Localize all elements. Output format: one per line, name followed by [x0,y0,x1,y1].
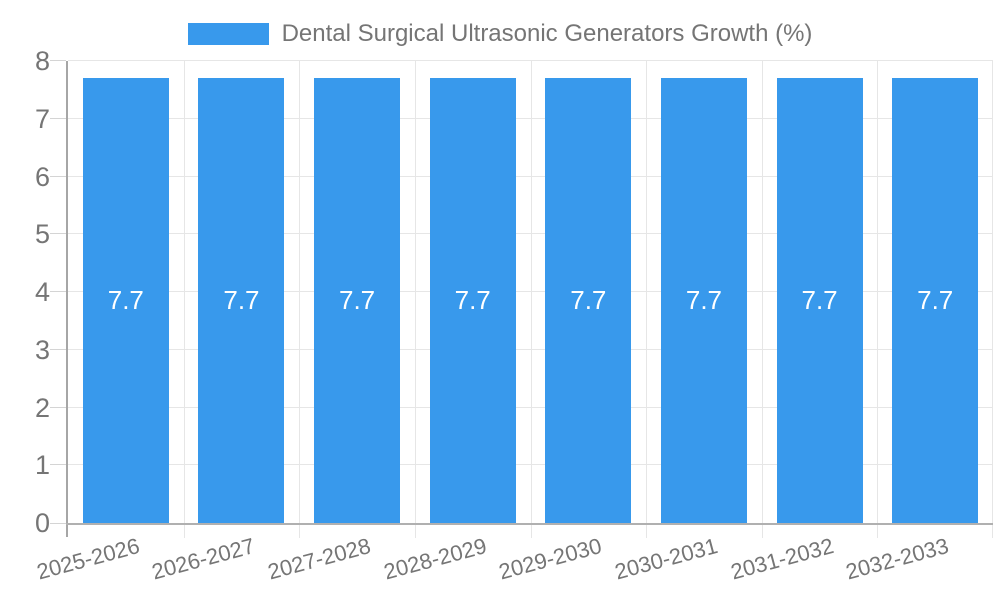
x-axis-tick [877,525,879,538]
y-axis-tick [50,233,66,235]
legend-swatch [187,23,269,45]
horizontal-gridline [68,60,993,61]
vertical-gridline [877,61,879,523]
x-axis-tick [992,525,993,538]
x-axis-tick [530,525,532,538]
bar[interactable]: 7.7 [429,78,516,523]
bar[interactable]: 7.7 [314,78,401,523]
bar-value-label: 7.7 [223,285,260,316]
y-axis-tick-label: 1 [34,450,50,481]
y-axis-tick [50,117,66,119]
bar-value-label: 7.7 [454,285,491,316]
bar[interactable]: 7.7 [545,78,632,523]
bar[interactable]: 7.7 [82,78,169,523]
y-axis-tick-label: 2 [34,392,50,423]
y-axis-tick [50,348,66,350]
vertical-gridline [646,61,648,523]
y-axis-tick [50,523,66,524]
y-axis-tick-label: 6 [34,161,50,192]
y-axis-tick-label: 7 [34,103,50,134]
x-axis-tick [761,525,763,538]
bar-value-label: 7.7 [107,285,144,316]
y-axis-tick [50,464,66,466]
y-axis-line [66,61,68,537]
bar[interactable]: 7.7 [660,78,747,523]
y-axis-tick [50,406,66,408]
chart-legend[interactable]: Dental Surgical Ultrasonic Generators Gr… [0,20,1000,48]
bar-value-label: 7.7 [801,285,838,316]
x-axis-tick [646,525,648,538]
y-axis-tick-label: 8 [34,46,50,76]
x-axis-line [66,523,993,525]
y-axis-tick [50,175,66,177]
vertical-gridline [414,61,416,523]
x-axis-tick [183,525,185,538]
vertical-gridline [761,61,763,523]
plot-area: 7.7 7.7 7.7 7.7 7.7 7.7 7.7 7.7 [50,60,993,538]
bar-value-label: 7.7 [685,285,723,316]
bar[interactable]: 7.7 [892,78,979,523]
y-axis-tick [50,291,66,292]
y-axis-tick-label: 5 [34,219,50,250]
y-axis-tick-label: 3 [34,334,50,365]
y-axis-tick-label: 4 [34,277,50,307]
legend-label: Dental Surgical Ultrasonic Generators Gr… [281,20,813,47]
y-axis-tick-label: 0 [34,508,50,538]
y-axis-tick [50,60,66,61]
bar-value-label: 7.7 [338,285,376,316]
x-axis-tick [299,525,301,538]
vertical-gridline [530,61,532,523]
vertical-gridline [299,61,301,523]
vertical-gridline [183,61,185,523]
bar[interactable]: 7.7 [776,78,863,523]
bar[interactable]: 7.7 [198,78,285,523]
bar-value-label: 7.7 [917,285,954,316]
x-axis-tick [414,525,416,538]
bar-value-label: 7.7 [570,285,607,316]
vertical-gridline [992,61,993,523]
